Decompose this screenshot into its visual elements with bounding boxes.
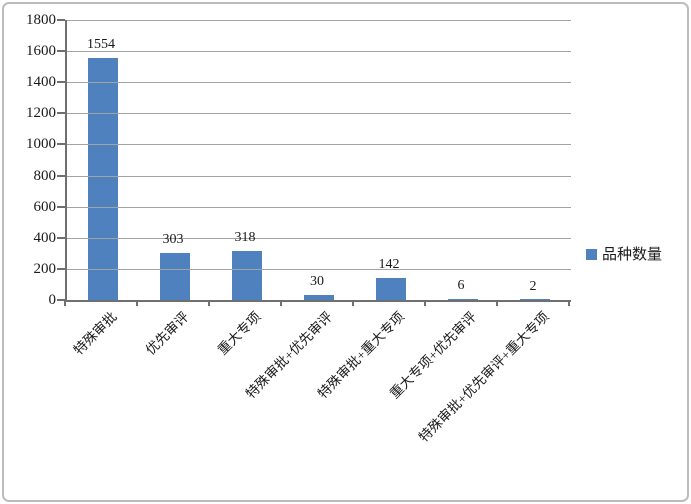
bar-value-label: 6 [457, 278, 465, 294]
bar [448, 299, 478, 300]
y-tick-label: 200 [33, 260, 57, 277]
x-category-label: 重大专项 [214, 309, 264, 358]
y-tick-mark [57, 81, 65, 84]
gridline [67, 206, 571, 208]
bar [520, 299, 550, 300]
y-tick-mark [57, 19, 65, 21]
y-tick-mark [57, 236, 65, 239]
x-category-label: 特殊审批+优先审评+重大专项 [415, 309, 552, 445]
legend-square-icon [586, 249, 597, 260]
gridline [67, 113, 571, 115]
y-tick-label: 1200 [26, 105, 56, 122]
x-tick-mark [352, 300, 354, 306]
y-tick-mark [57, 267, 65, 270]
legend-label: 品种数量 [602, 247, 663, 263]
x-tick-mark [568, 300, 570, 306]
bar-value-label: 30 [310, 274, 324, 290]
x-tick-mark [280, 300, 282, 306]
x-tick-mark [424, 300, 426, 306]
gridline [67, 268, 571, 270]
y-tick-mark [57, 174, 65, 177]
legend: 品种数量 [586, 243, 662, 264]
x-tick-mark [496, 300, 498, 306]
y-tick-label: 0 [48, 292, 57, 308]
gridline [67, 175, 571, 177]
bar [160, 252, 190, 300]
y-tick-label: 1000 [26, 136, 56, 153]
x-tick-mark [136, 300, 138, 306]
bar-value-label: 303 [162, 231, 184, 247]
gridline [67, 82, 571, 84]
bar-value-label: 1554 [87, 37, 115, 53]
y-tick-mark [57, 143, 65, 146]
bar [232, 250, 262, 300]
y-tick-mark [57, 112, 65, 115]
y-tick-label: 1400 [26, 74, 56, 91]
gridline [67, 20, 571, 21]
gridline [67, 51, 571, 53]
bar-value-label: 142 [378, 256, 400, 272]
plot-area [65, 20, 571, 302]
x-tick-mark [64, 300, 66, 306]
y-tick-label: 600 [33, 198, 57, 215]
y-tick-label: 1600 [26, 43, 56, 60]
x-category-label: 特殊审批 [70, 309, 120, 358]
y-tick-label: 400 [33, 229, 57, 246]
y-tick-mark [57, 299, 65, 301]
bar-value-label: 318 [234, 229, 256, 245]
y-tick-mark [57, 50, 65, 53]
x-tick-mark [208, 300, 210, 306]
gridline [67, 144, 571, 146]
x-category-label: 优先审评 [142, 309, 192, 358]
bar [376, 277, 406, 300]
y-tick-mark [57, 205, 65, 208]
y-tick-label: 1800 [26, 12, 56, 28]
bar [304, 295, 334, 300]
bar-value-label: 2 [529, 278, 537, 294]
bar [88, 58, 118, 300]
y-tick-label: 800 [33, 167, 57, 184]
gridline [67, 237, 571, 239]
